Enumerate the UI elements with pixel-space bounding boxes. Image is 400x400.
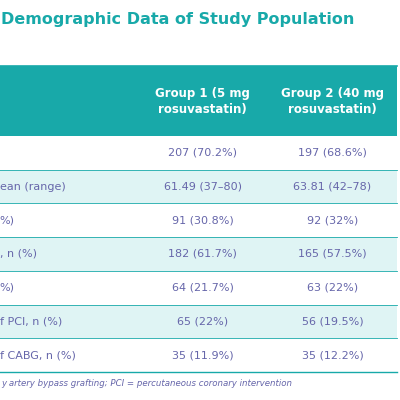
Text: 197 (68.6%): 197 (68.6%) bbox=[298, 148, 367, 158]
Text: Group 1 (5 mg
rosuvastatin): Group 1 (5 mg rosuvastatin) bbox=[155, 86, 250, 116]
Text: %): %) bbox=[0, 283, 14, 293]
Text: 65 (22%): 65 (22%) bbox=[177, 316, 228, 326]
Text: 63.81 (42–78): 63.81 (42–78) bbox=[293, 182, 372, 192]
Text: 35 (12.2%): 35 (12.2%) bbox=[302, 350, 363, 360]
Text: ean (range): ean (range) bbox=[0, 182, 65, 192]
FancyBboxPatch shape bbox=[0, 304, 397, 338]
Text: 182 (61.7%): 182 (61.7%) bbox=[168, 249, 237, 259]
Text: 92 (32%): 92 (32%) bbox=[307, 215, 358, 225]
FancyBboxPatch shape bbox=[0, 66, 397, 136]
Text: , n (%): , n (%) bbox=[0, 249, 36, 259]
FancyBboxPatch shape bbox=[0, 338, 397, 372]
FancyBboxPatch shape bbox=[0, 136, 397, 170]
Text: 64 (21.7%): 64 (21.7%) bbox=[172, 283, 234, 293]
Text: 91 (30.8%): 91 (30.8%) bbox=[172, 215, 234, 225]
Text: 61.49 (37–80): 61.49 (37–80) bbox=[164, 182, 242, 192]
FancyBboxPatch shape bbox=[0, 271, 397, 304]
FancyBboxPatch shape bbox=[0, 204, 397, 237]
Text: 207 (70.2%): 207 (70.2%) bbox=[168, 148, 237, 158]
Text: f CABG, n (%): f CABG, n (%) bbox=[0, 350, 76, 360]
Text: Demographic Data of Study Population: Demographic Data of Study Population bbox=[1, 12, 355, 27]
Text: Group 2 (40 mg
rosuvastatin): Group 2 (40 mg rosuvastatin) bbox=[281, 86, 384, 116]
FancyBboxPatch shape bbox=[0, 170, 397, 204]
Text: 63 (22%): 63 (22%) bbox=[307, 283, 358, 293]
Text: f PCI, n (%): f PCI, n (%) bbox=[0, 316, 62, 326]
Text: y artery bypass grafting; PCI = percutaneous coronary intervention: y artery bypass grafting; PCI = percutan… bbox=[1, 379, 292, 388]
Text: 56 (19.5%): 56 (19.5%) bbox=[302, 316, 363, 326]
Text: %): %) bbox=[0, 215, 14, 225]
Text: 165 (57.5%): 165 (57.5%) bbox=[298, 249, 367, 259]
Text: 35 (11.9%): 35 (11.9%) bbox=[172, 350, 233, 360]
FancyBboxPatch shape bbox=[0, 237, 397, 271]
